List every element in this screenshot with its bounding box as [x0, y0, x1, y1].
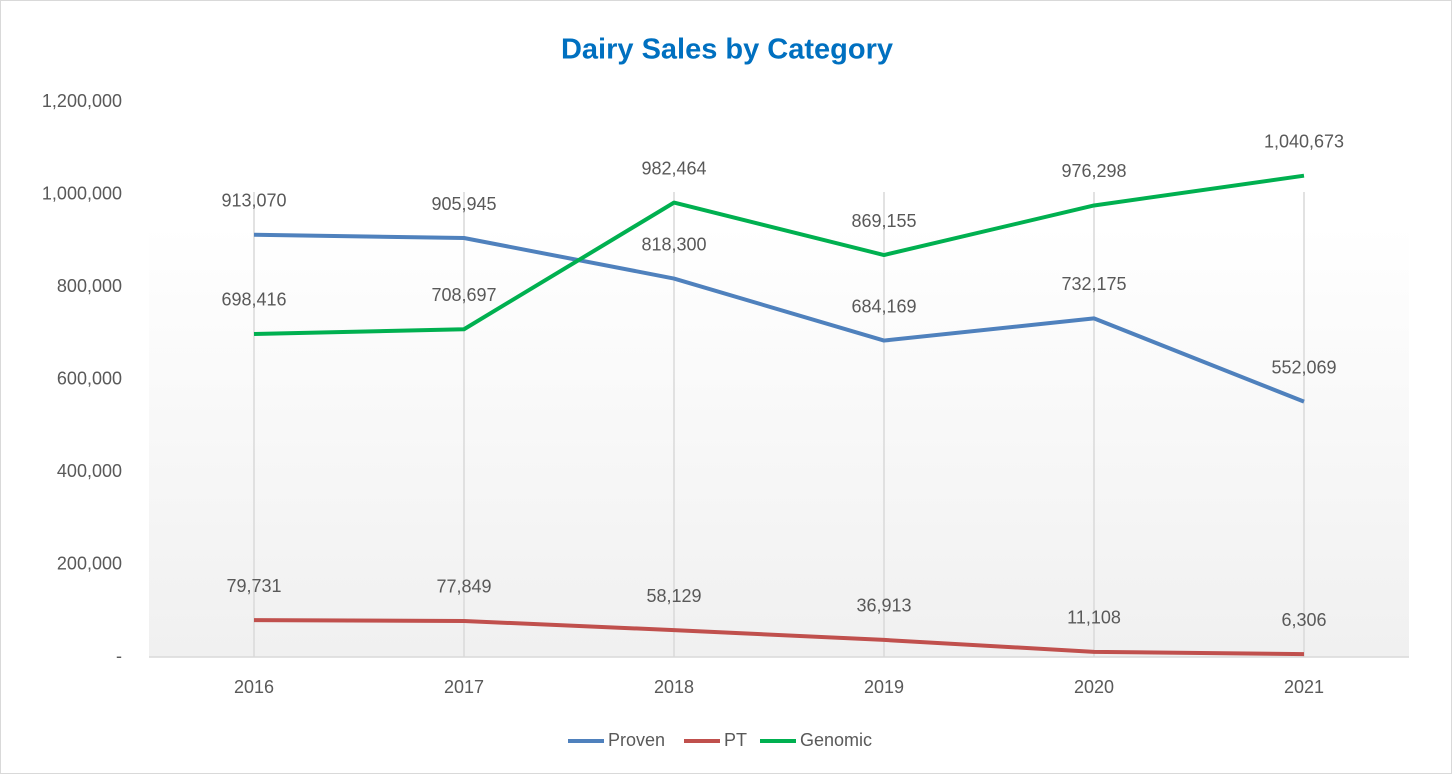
y-tick-label: 800,000 [57, 276, 122, 296]
series-line [253, 618, 1305, 657]
data-label: 58,129 [646, 586, 701, 606]
data-label: 79,731 [226, 576, 281, 596]
x-tick-label: 2016 [234, 677, 274, 697]
data-label: 913,070 [221, 190, 286, 210]
data-label: 869,155 [851, 211, 916, 231]
x-tick-label: 2019 [864, 677, 904, 697]
chart-title: Dairy Sales by Category [561, 34, 893, 66]
data-label: 818,300 [641, 234, 706, 254]
legend-label: PT [724, 730, 747, 750]
y-tick-label: 1,000,000 [42, 183, 122, 203]
x-tick-label: 2021 [1284, 677, 1324, 697]
legend-label: Proven [608, 730, 665, 750]
data-label: 976,298 [1061, 161, 1126, 181]
data-label: 11,108 [1067, 608, 1121, 628]
y-tick-label: - [116, 646, 122, 666]
data-label: 1,040,673 [1264, 131, 1344, 151]
data-label: 905,945 [431, 194, 496, 214]
plot-background [149, 225, 1409, 657]
data-label: 552,069 [1271, 357, 1336, 377]
x-tick-label: 2017 [444, 677, 484, 697]
data-label: 684,169 [851, 296, 916, 316]
data-label: 36,913 [856, 596, 911, 616]
data-label: 708,697 [431, 285, 496, 305]
data-label: 982,464 [641, 158, 706, 178]
series-line [253, 232, 1305, 404]
legend-label: Genomic [800, 730, 872, 750]
y-tick-label: 600,000 [57, 368, 122, 388]
x-tick-label: 2020 [1074, 677, 1114, 697]
data-label: 732,175 [1061, 274, 1126, 294]
data-label: 698,416 [221, 290, 286, 310]
y-tick-label: 200,000 [57, 553, 122, 573]
x-tick-label: 2018 [654, 677, 694, 697]
data-label: 6,306 [1281, 610, 1326, 630]
series-line [253, 173, 1305, 336]
y-tick-label: 400,000 [57, 461, 122, 481]
data-label: 77,849 [436, 577, 491, 597]
y-tick-label: 1,200,000 [42, 91, 122, 111]
